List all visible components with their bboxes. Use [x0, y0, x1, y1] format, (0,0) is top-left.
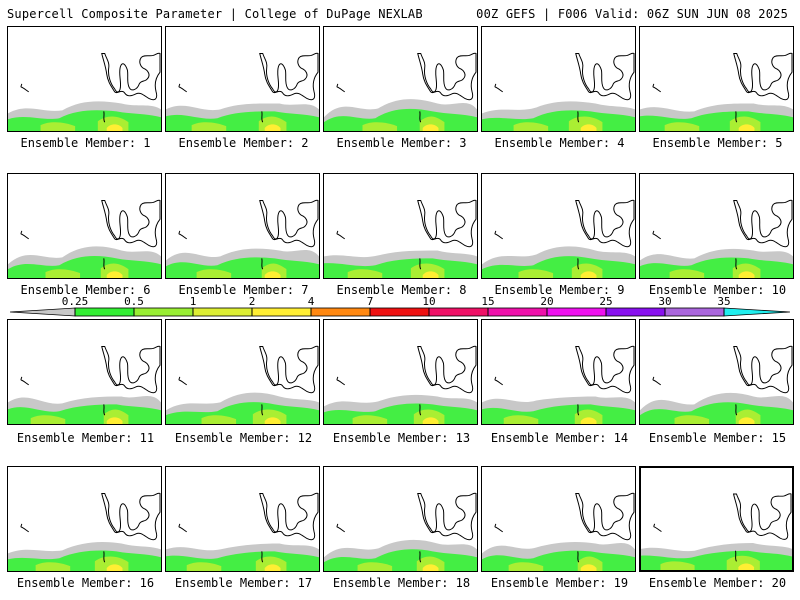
ensemble-member-label: Ensemble Member: 4 [494, 136, 625, 150]
colorbar-segment [428, 307, 489, 317]
great-lakes-map [324, 320, 477, 424]
colorbar-tick-label: 25 [599, 295, 613, 308]
ensemble-member-label: Ensemble Member: 11 [16, 431, 155, 445]
ensemble-member-label: Ensemble Member: 10 [648, 283, 787, 297]
ensemble-member-label: Ensemble Member: 20 [648, 576, 787, 590]
ensemble-member-label: Ensemble Member: 7 [178, 283, 309, 297]
ensemble-member-map[interactable] [7, 173, 162, 279]
great-lakes-map [324, 27, 477, 131]
color-scale-bar [9, 307, 791, 317]
colorbar-segment [133, 307, 194, 317]
ensemble-member-map[interactable] [481, 26, 636, 132]
ensemble-member-label: Ensemble Member: 15 [648, 431, 787, 445]
colorbar-tick-label: 0.5 [124, 295, 144, 308]
great-lakes-map [324, 467, 477, 571]
colorbar-tick-label: 10 [422, 295, 436, 308]
ensemble-member-map[interactable] [165, 26, 320, 132]
ensemble-member-label: Ensemble Member: 18 [332, 576, 471, 590]
ensemble-member-label: Ensemble Member: 3 [336, 136, 467, 150]
colorbar-tick-label: 7 [366, 295, 374, 308]
ensemble-member-map[interactable] [639, 26, 794, 132]
colorbar-segment [369, 307, 430, 317]
great-lakes-map [8, 174, 161, 278]
colorbar-segment [251, 307, 312, 317]
ensemble-member-label: Ensemble Member: 8 [336, 283, 467, 297]
great-lakes-map [166, 174, 319, 278]
map-title: Supercell Composite Parameter | College … [7, 7, 423, 21]
great-lakes-map [8, 467, 161, 571]
ensemble-member-map[interactable] [323, 319, 478, 425]
great-lakes-map [166, 27, 319, 131]
ensemble-member-map[interactable] [639, 466, 794, 572]
ensemble-member-map[interactable] [7, 26, 162, 132]
ensemble-member-map[interactable] [323, 173, 478, 279]
ensemble-member-map[interactable] [639, 319, 794, 425]
ensemble-member-map[interactable] [481, 173, 636, 279]
ensemble-member-map[interactable] [165, 319, 320, 425]
ensemble-member-label: Ensemble Member: 17 [174, 576, 313, 590]
ensemble-member-label: Ensemble Member: 12 [174, 431, 313, 445]
colorbar-segment [487, 307, 548, 317]
colorbar-tick-label: 1 [189, 295, 197, 308]
ensemble-member-map[interactable] [165, 466, 320, 572]
great-lakes-map [640, 320, 793, 424]
ensemble-member-label: Ensemble Member: 9 [494, 283, 625, 297]
colorbar-segment [664, 307, 725, 317]
ensemble-member-map[interactable] [323, 466, 478, 572]
run-info: 00Z GEFS | F006 Valid: 06Z SUN JUN 08 20… [476, 7, 788, 21]
great-lakes-map [482, 320, 635, 424]
great-lakes-map [482, 467, 635, 571]
colorbar-segment [9, 307, 76, 317]
ensemble-member-label: Ensemble Member: 6 [20, 283, 151, 297]
colorbar-tick-label: 20 [540, 295, 554, 308]
great-lakes-map [324, 174, 477, 278]
ensemble-member-label: Ensemble Member: 2 [178, 136, 309, 150]
great-lakes-map [8, 320, 161, 424]
great-lakes-map [640, 27, 793, 131]
ensemble-member-label: Ensemble Member: 1 [20, 136, 151, 150]
ensemble-member-map[interactable] [481, 319, 636, 425]
great-lakes-map [8, 27, 161, 131]
colorbar-tick-label: 30 [658, 295, 672, 308]
great-lakes-map [641, 468, 792, 570]
colorbar-segment [310, 307, 371, 317]
colorbar-tick-label: 15 [481, 295, 495, 308]
colorbar-tick-label: 4 [307, 295, 315, 308]
ensemble-member-label: Ensemble Member: 19 [490, 576, 629, 590]
great-lakes-map [166, 467, 319, 571]
ensemble-member-label: Ensemble Member: 16 [16, 576, 155, 590]
colorbar-segment [723, 307, 791, 317]
color-scale-legend: 0.25 0.5 1 2 4 7 10 15 20 25 30 35 [9, 295, 791, 322]
colorbar-tick-label: 35 [717, 295, 731, 308]
ensemble-member-map[interactable] [639, 173, 794, 279]
colorbar-segment [546, 307, 607, 317]
colorbar-tick-label: 0.25 [61, 295, 89, 308]
ensemble-member-label: Ensemble Member: 13 [332, 431, 471, 445]
great-lakes-map [640, 174, 793, 278]
colorbar-segment [192, 307, 253, 317]
ensemble-member-map[interactable] [323, 26, 478, 132]
colorbar-segment [605, 307, 666, 317]
colorbar-tick-label: 2 [248, 295, 256, 308]
great-lakes-map [482, 174, 635, 278]
colorbar-segment [74, 307, 135, 317]
great-lakes-map [166, 320, 319, 424]
ensemble-member-map[interactable] [481, 466, 636, 572]
ensemble-member-label: Ensemble Member: 14 [490, 431, 629, 445]
ensemble-member-map[interactable] [7, 466, 162, 572]
ensemble-member-label: Ensemble Member: 5 [652, 136, 783, 150]
ensemble-member-map[interactable] [165, 173, 320, 279]
great-lakes-map [482, 27, 635, 131]
ensemble-member-map[interactable] [7, 319, 162, 425]
